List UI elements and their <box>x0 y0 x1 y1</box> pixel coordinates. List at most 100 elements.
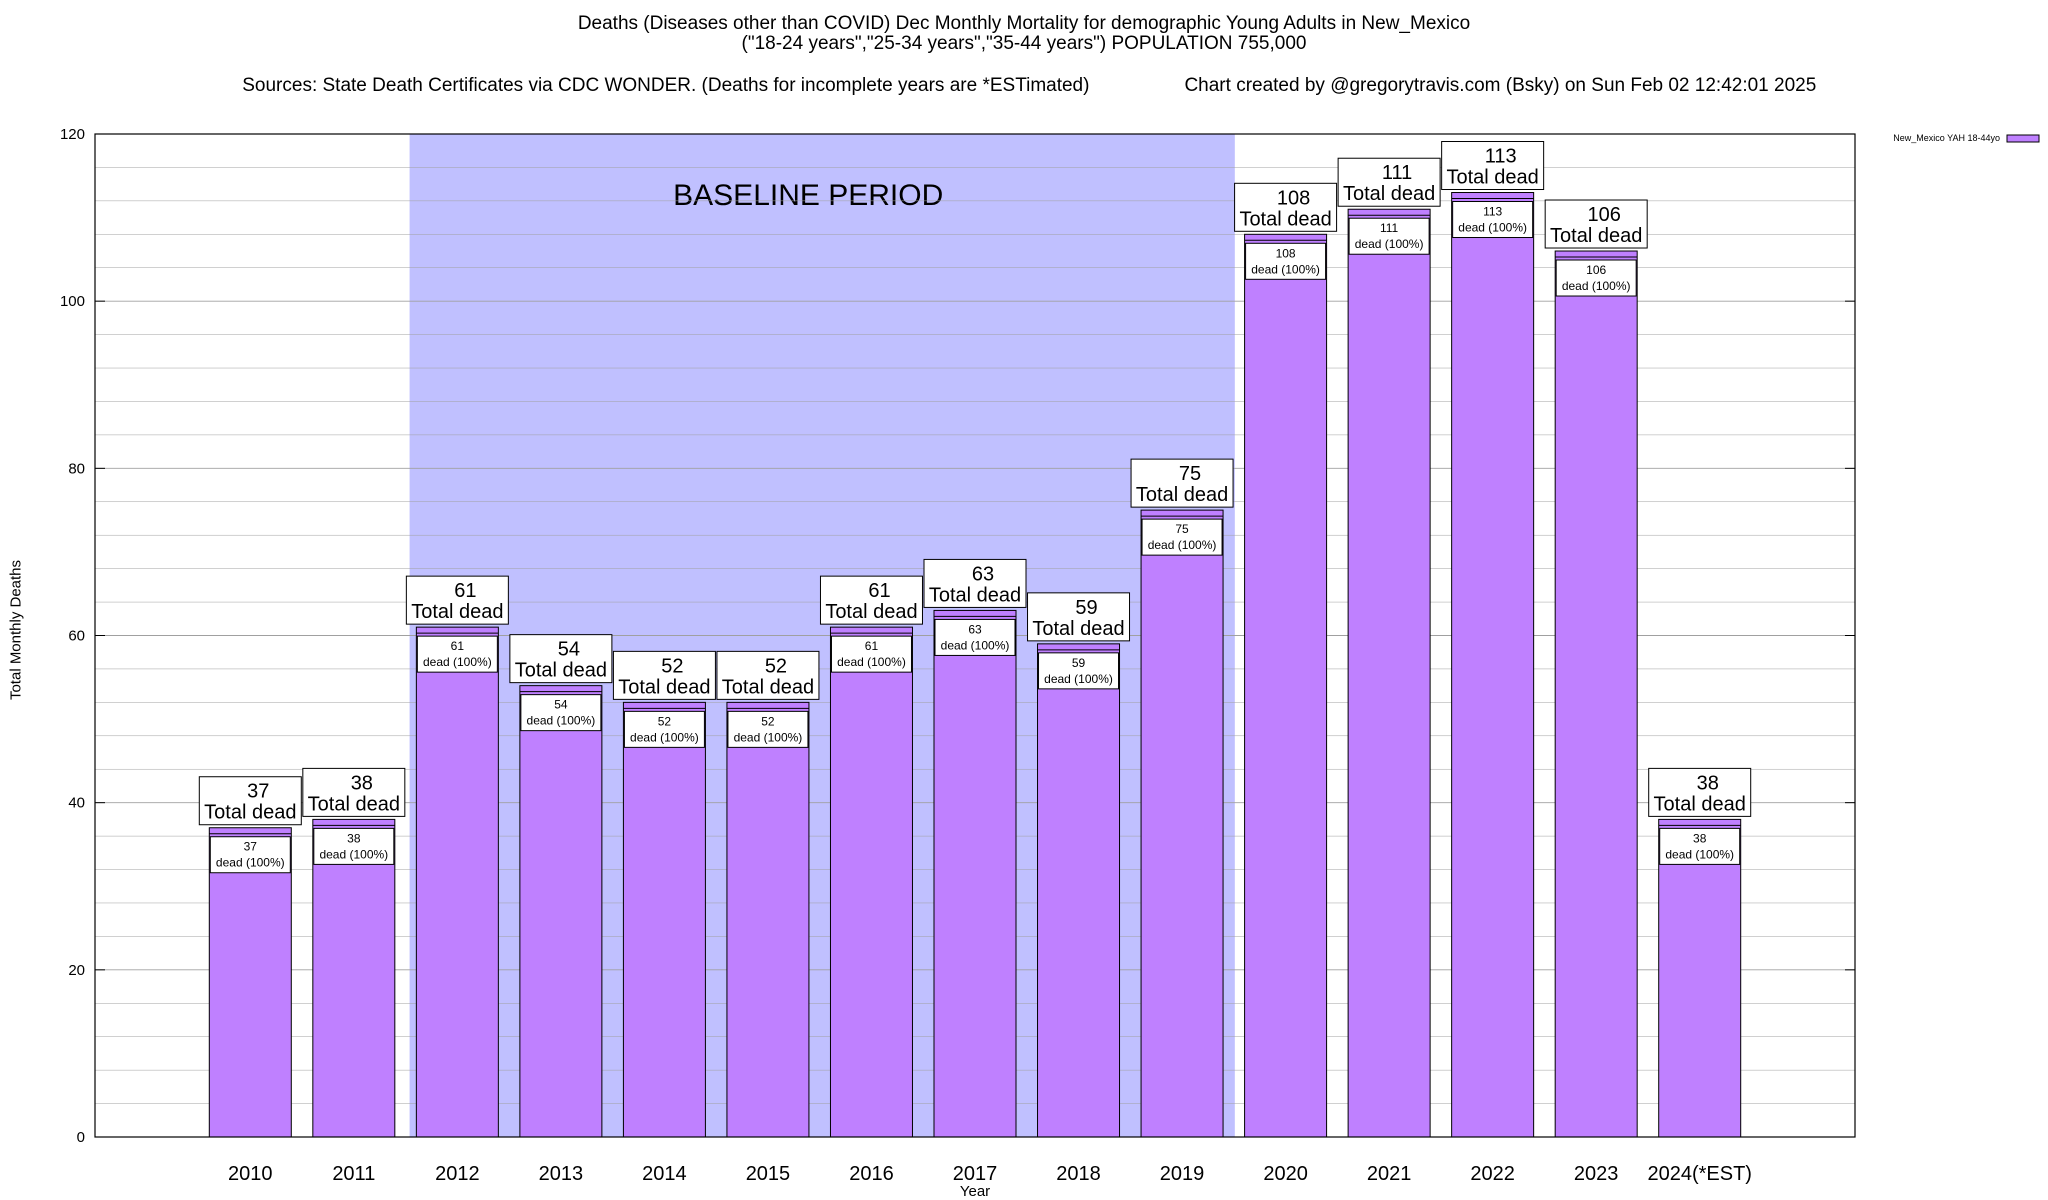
bar <box>1037 643 1121 1138</box>
y-tick-label: 0 <box>77 1129 85 1146</box>
inner-dead-label: dead (100%) <box>1665 847 1734 861</box>
inner-label-box <box>520 694 602 732</box>
inner-label-box <box>1555 259 1637 297</box>
total-value-label: 38 <box>1697 772 1719 794</box>
total-label-box <box>716 650 820 700</box>
bar <box>1244 233 1328 1138</box>
x-tick-label: 2018 <box>1056 1163 1101 1185</box>
total-dead-label: Total dead <box>825 601 917 623</box>
total-label-box <box>1234 182 1338 232</box>
x-tick-label: 2012 <box>435 1163 480 1185</box>
total-dead-label: Total dead <box>1550 225 1642 247</box>
x-tick-label: 2013 <box>539 1163 584 1185</box>
total-dead-label: Total dead <box>1239 208 1331 230</box>
x-tick-label: 2023 <box>1574 1163 1619 1185</box>
inner-value-label: 52 <box>761 714 775 728</box>
inner-dead-label: dead (100%) <box>216 856 285 870</box>
inner-label-box <box>209 836 291 874</box>
inner-dead-label: dead (100%) <box>423 655 492 669</box>
inner-value-label: 61 <box>865 639 879 653</box>
y-tick-label: 120 <box>60 126 85 143</box>
inner-label-box <box>1659 827 1741 865</box>
inner-label-box <box>727 710 809 748</box>
inner-dead-label: dead (100%) <box>319 847 388 861</box>
bar <box>1658 818 1742 1138</box>
x-axis-label: Year <box>959 1183 991 1200</box>
inner-value-label: 106 <box>1586 263 1606 277</box>
y-tick-label: 60 <box>68 628 85 645</box>
inner-label-box <box>934 618 1016 656</box>
y-tick-label: 40 <box>68 795 85 812</box>
x-tick-label: 2014 <box>642 1163 687 1185</box>
total-label-box <box>1337 157 1441 207</box>
total-label-box <box>302 767 406 817</box>
total-value-label: 113 <box>1485 146 1517 168</box>
inner-value-label: 54 <box>554 698 568 712</box>
total-value-label: 111 <box>1382 162 1412 184</box>
inner-label-box <box>1348 217 1430 255</box>
total-label-box <box>923 558 1027 608</box>
chart-subtitle: ("18-24 years","25-34 years","35-44 year… <box>741 33 1307 54</box>
total-value-label: 75 <box>1179 463 1201 485</box>
total-dead-label: Total dead <box>515 660 607 682</box>
total-value-label: 108 <box>1277 187 1310 209</box>
inner-dead-label: dead (100%) <box>1148 538 1217 552</box>
bar <box>933 609 1017 1138</box>
inner-value-label: 59 <box>1072 656 1086 670</box>
inner-dead-label: dead (100%) <box>1044 672 1113 686</box>
total-label-box <box>1027 592 1131 642</box>
inner-dead-label: dead (100%) <box>941 638 1010 652</box>
total-label-box <box>612 650 716 700</box>
total-value-label: 63 <box>972 563 994 585</box>
x-tick-label: 2019 <box>1160 1163 1205 1185</box>
total-label-box <box>1130 458 1234 508</box>
x-tick-label: 2022 <box>1470 1163 1515 1185</box>
total-dead-label: Total dead <box>204 802 296 824</box>
legend-label: New_Mexico YAH 18-44yo <box>1893 133 2000 143</box>
inner-label-box <box>1452 201 1534 239</box>
x-tick-label: 2016 <box>849 1163 894 1185</box>
y-tick-label: 100 <box>60 293 85 310</box>
legend-swatch <box>2006 134 2040 143</box>
inner-dead-label: dead (100%) <box>527 714 596 728</box>
inner-value-label: 52 <box>658 714 672 728</box>
inner-dead-label: dead (100%) <box>1251 262 1320 276</box>
total-label-box <box>405 575 509 625</box>
total-value-label: 54 <box>558 639 580 661</box>
y-axis-label: Total Monthly Deaths <box>7 559 25 701</box>
plot-border <box>94 133 1856 1138</box>
inner-value-label: 38 <box>1693 831 1707 845</box>
x-tick-label: 2020 <box>1263 1163 1308 1185</box>
total-dead-label: Total dead <box>618 676 710 698</box>
total-dead-label: Total dead <box>722 676 814 698</box>
chart-credit: Chart created by @gregorytravis.com (Bsk… <box>1184 75 1817 96</box>
total-dead-label: Total dead <box>308 793 400 815</box>
chart-sources-line: Sources: State Death Certificates via CD… <box>0 53 2048 97</box>
inner-dead-label: dead (100%) <box>630 730 699 744</box>
total-dead-label: Total dead <box>1654 793 1746 815</box>
total-value-label: 106 <box>1587 204 1620 226</box>
bar <box>1347 208 1431 1138</box>
bar <box>622 701 706 1138</box>
inner-dead-label: dead (100%) <box>1562 279 1631 293</box>
total-value-label: 38 <box>351 772 373 794</box>
total-label-box <box>1544 199 1648 249</box>
inner-dead-label: dead (100%) <box>734 730 803 744</box>
inner-label-box <box>623 710 705 748</box>
total-dead-label: Total dead <box>929 584 1021 606</box>
inner-label-box <box>1245 242 1327 280</box>
total-dead-label: Total dead <box>1446 167 1538 189</box>
bar <box>1140 509 1224 1138</box>
total-dead-label: Total dead <box>1343 183 1435 205</box>
y-tick-label: 80 <box>68 460 85 477</box>
total-value-label: 61 <box>454 580 476 602</box>
total-label-box <box>819 575 923 625</box>
y-tick-label: 20 <box>68 962 85 979</box>
total-label-box <box>1441 141 1545 191</box>
x-tick-label: 2015 <box>746 1163 791 1185</box>
total-label-box <box>509 634 613 684</box>
inner-value-label: 75 <box>1175 522 1189 536</box>
inner-label-box <box>1141 518 1223 556</box>
bar <box>1451 192 1535 1138</box>
inner-value-label: 61 <box>451 639 465 653</box>
